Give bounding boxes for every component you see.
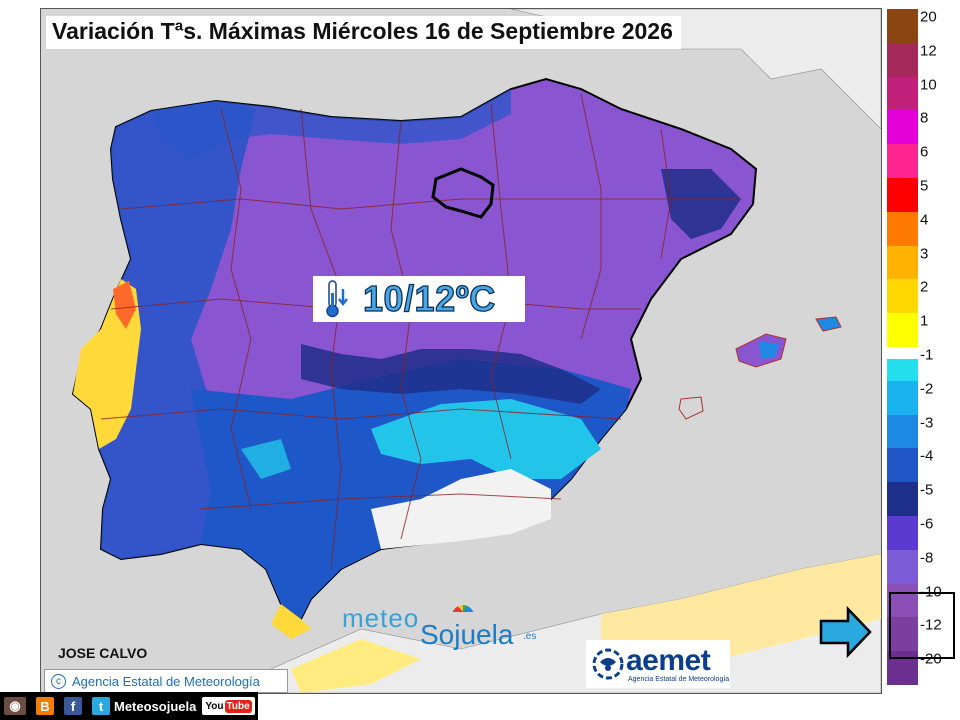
legend-swatch [887, 346, 918, 381]
legend-swatch [887, 515, 918, 550]
temperature-drop-label: 10/12ºC [362, 277, 496, 319]
legend-swatch [887, 583, 918, 618]
legend-swatch [887, 313, 918, 347]
legend-swatch [887, 211, 918, 246]
legend-swatch [887, 279, 918, 314]
legend-label: 5 [920, 177, 929, 195]
legend-label: -4 [920, 447, 934, 465]
thermometer-down-icon [326, 280, 348, 318]
agency-credit: c Agencia Estatal de Meteorología [44, 669, 288, 693]
legend-swatch [887, 177, 918, 212]
legend-swatch [887, 651, 918, 685]
aemet-subtitle: Agencia Estatal de Meteorología [628, 676, 730, 683]
temperature-annotation: 10/12ºC [313, 276, 525, 322]
blogger-icon[interactable]: B [36, 697, 54, 715]
legend-swatch [887, 482, 918, 516]
legend-label: -3 [920, 414, 934, 432]
legend-label: -2 [920, 380, 934, 398]
legend-swatch [887, 549, 918, 584]
legend-swatch [887, 414, 918, 449]
legend-label: 20 [920, 8, 937, 26]
agency-credit-text: Agencia Estatal de Meteorología [72, 673, 260, 689]
aemet-emblem-icon [592, 648, 624, 680]
youtube-icon[interactable]: You Tube [202, 697, 255, 715]
social-footer: ◉ B f t Meteosojuela You Tube [0, 692, 258, 720]
legend-label: 4 [920, 211, 929, 229]
legend-label: 3 [920, 245, 929, 263]
aemet-wordmark: aemet [626, 644, 711, 677]
legend-highlight-box [889, 592, 955, 659]
copyright-icon: c [51, 673, 66, 689]
brand-label[interactable]: Meteosojuela [114, 698, 197, 714]
meteosojuela-logo: meteo Sojuela .es [342, 603, 542, 650]
legend-swatch [887, 245, 918, 280]
logo-sojuela-text: Sojuela [420, 619, 514, 650]
legend-label: -8 [920, 549, 934, 567]
aemet-logo: aemet Agencia Estatal de Meteorología [586, 640, 730, 688]
legend-label: -1 [920, 346, 934, 364]
legend-swatch [887, 448, 918, 483]
facebook-icon[interactable]: f [64, 697, 82, 715]
temperature-change-map [40, 8, 882, 694]
legend-label: 6 [920, 143, 929, 161]
legend-swatch [887, 110, 918, 145]
map-canvas [41, 9, 881, 693]
legend-swatch [887, 380, 918, 415]
legend-swatch [887, 617, 918, 652]
legend-swatch [887, 42, 918, 77]
author-name: JOSE CALVO [58, 645, 148, 661]
legend-colorbar [887, 9, 918, 685]
legend-label: -10 [920, 583, 942, 601]
legend-label: -5 [920, 481, 934, 499]
legend-label: -20 [920, 650, 942, 668]
twitter-icon[interactable]: t [92, 697, 110, 715]
legend-swatch [887, 144, 918, 178]
logo-meteo-text: meteo [342, 603, 420, 633]
instagram-icon[interactable]: ◉ [4, 697, 26, 715]
legend-label: 2 [920, 278, 929, 296]
legend-label: -6 [920, 515, 934, 533]
legend-label: 10 [920, 76, 937, 94]
legend-swatch [887, 9, 918, 43]
arrow-right-icon [819, 605, 872, 659]
logo-domain-text: .es [523, 631, 537, 642]
legend-swatch [887, 76, 918, 111]
legend-label: -12 [920, 616, 942, 634]
map-title: Variación Tªs. Máximas Miércoles 16 de S… [46, 16, 681, 49]
legend-label: 1 [920, 312, 929, 330]
legend-label: 12 [920, 42, 937, 60]
sun-icon [452, 605, 474, 619]
legend-label: 8 [920, 109, 929, 127]
